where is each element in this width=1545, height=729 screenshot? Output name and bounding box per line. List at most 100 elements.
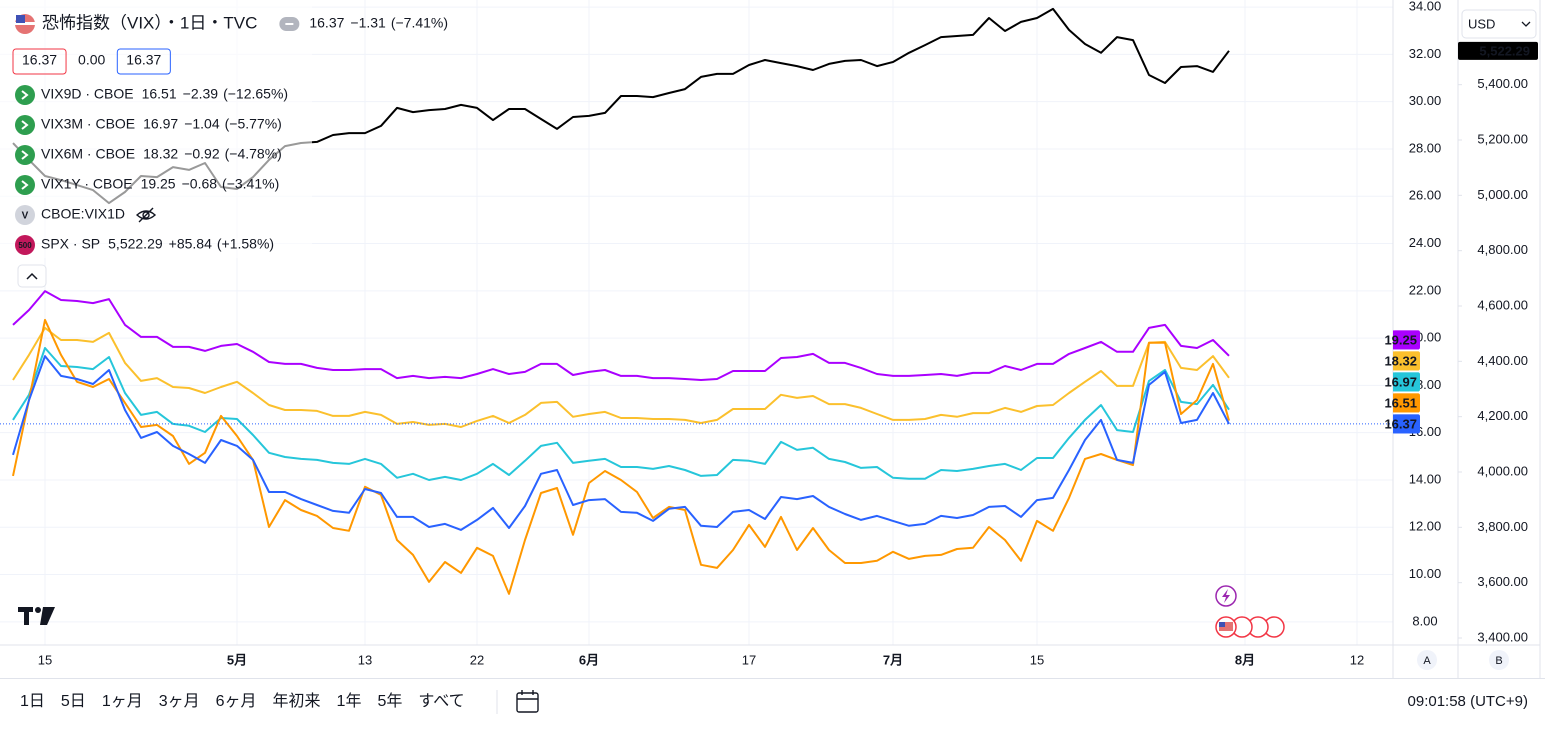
x-tick-label: 5月 — [227, 652, 247, 667]
y2-tick-label: 4,200.00 — [1477, 408, 1528, 423]
bid-box[interactable] — [12, 48, 67, 75]
y-tick-label: 14.00 — [1409, 471, 1442, 486]
y2-tick-label: 4,400.00 — [1477, 353, 1528, 368]
range-button[interactable]: 年初来 — [273, 692, 321, 710]
eye-off-icon[interactable] — [135, 207, 157, 223]
legend-change: −2.39 — [183, 86, 219, 102]
legend-name: VIX9D · CBOE — [41, 86, 134, 102]
y-tick-label: 12.00 — [1409, 519, 1442, 534]
price-badge-label: 19.25 — [1384, 332, 1417, 347]
price-badge-label: 16.37 — [1384, 416, 1417, 431]
eye-slash — [138, 207, 154, 223]
legend: 恐怖指数（VIX）・1日・TVC 16.37 −1.31 (−7.41%) 16.37 0… — [0, 0, 448, 258]
y-tick-label: 28.00 — [1409, 140, 1442, 155]
symbol-icon — [15, 85, 35, 105]
symbol-icon-label: V — [22, 211, 29, 222]
legend-value: 19.25 — [141, 176, 176, 192]
symbol-icon — [15, 235, 35, 255]
y-tick-label: 26.00 — [1409, 188, 1442, 203]
y-tick-label: 10.00 — [1409, 566, 1442, 581]
tv-logo — [18, 607, 55, 625]
calendar-icon[interactable] — [516, 690, 539, 713]
decor: USD 09:01:58 (UTC+9) — [0, 0, 1545, 714]
flag-stripe — [15, 22, 35, 25]
currency-dropdown[interactable] — [1461, 9, 1537, 39]
axes: 8.0010.0012.0014.0016.0018.0020.0022.002… — [38, 0, 1538, 670]
price-badge-body — [1393, 393, 1420, 413]
legend-name: SPX · SP — [41, 236, 100, 252]
y-tick-label: 8.00 — [1412, 613, 1437, 628]
price-badge-label: 5,522.29 — [1479, 43, 1530, 58]
y-tick-label: 22.00 — [1409, 282, 1442, 297]
y2-tick-label: 4,600.00 — [1477, 297, 1528, 312]
y2-tick-label: 4,800.00 — [1477, 242, 1528, 257]
legend-name: CBOE:VIX1D — [41, 206, 125, 222]
symbol-icon-label: 500 — [18, 241, 32, 250]
bid: 16.37 — [22, 52, 57, 68]
y-tick-label: 32.00 — [1409, 46, 1442, 61]
legend-change-pct: (+1.58%) — [217, 236, 274, 252]
range-button[interactable]: 1年 — [337, 692, 362, 710]
symbol-icon — [15, 115, 35, 135]
y2-tick-label: 5,400.00 — [1477, 76, 1528, 91]
legend-value: 18.32 — [143, 146, 178, 162]
y2-tick-label: 5,200.00 — [1477, 131, 1528, 146]
y2-tick-label: 3,400.00 — [1477, 629, 1528, 644]
range-button[interactable]: 3ヶ月 — [159, 693, 200, 710]
range-button[interactable]: 5日 — [61, 693, 86, 710]
range-button[interactable]: すべて — [418, 692, 464, 710]
series-line — [12, 326, 1230, 428]
ask: 16.37 — [126, 52, 161, 68]
eye-pupil — [142, 211, 150, 219]
legend-change: −0.92 — [184, 146, 220, 162]
symbol-icon — [15, 205, 35, 225]
x-tick-label: 12 — [1350, 652, 1364, 667]
x-tick-label: 15 — [1030, 652, 1044, 667]
x-tick-label: 7月 — [883, 652, 903, 667]
axis-button-label: A — [1423, 655, 1431, 667]
legend-change-pct: (−5.77%) — [225, 116, 282, 132]
axis-button[interactable] — [1417, 650, 1437, 670]
price-badge-body — [1393, 351, 1420, 371]
collapse-button[interactable] — [17, 264, 47, 288]
flag-icon — [15, 14, 35, 34]
y2-tick-label: 4,000.00 — [1477, 463, 1528, 478]
x-tick-label: 8月 — [1235, 652, 1255, 667]
flag-canton — [16, 15, 25, 23]
range-button[interactable]: 5年 — [377, 692, 402, 710]
legend-title: 恐怖指数（VIX）・1日・TVC — [42, 13, 257, 32]
price-badge-label: 16.51 — [1384, 395, 1417, 410]
legend-change: −0.68 — [182, 176, 218, 192]
price-badge-body — [1393, 414, 1420, 434]
legend-change-pct: (−7.41%) — [391, 15, 448, 31]
y2-tick-label: 5,000.00 — [1477, 187, 1528, 202]
axis-button-label: B — [1495, 655, 1502, 667]
price-badge-label: 16.97 — [1384, 374, 1417, 389]
range-button[interactable]: 1ヶ月 — [102, 693, 143, 710]
price-badge-label: 18.32 — [1384, 353, 1417, 368]
legend-name: VIX6M · CBOE — [41, 146, 135, 162]
range-button[interactable]: 1日 — [20, 693, 45, 710]
axis-button[interactable] — [1489, 650, 1509, 670]
x-tick-label: 6月 — [579, 652, 599, 667]
legend-value: 16.97 — [143, 116, 178, 132]
symbol-icon-mark — [21, 120, 29, 130]
x-tick-label: 22 — [470, 652, 484, 667]
symbol-icon-mark — [21, 90, 29, 100]
x-tick-label: 13 — [358, 652, 372, 667]
symbol-icon — [15, 145, 35, 165]
currency: USD — [1468, 16, 1495, 31]
spread: 0.00 — [78, 52, 105, 68]
legend-change-pct: (−3.41%) — [222, 176, 279, 192]
x-tick-label: 17 — [742, 652, 756, 667]
y-tick-label: 24.00 — [1409, 235, 1442, 250]
ask-box[interactable] — [116, 48, 171, 75]
legend-change: +85.84 — [169, 236, 212, 252]
range-button[interactable]: 6ヶ月 — [216, 693, 257, 710]
y2-tick-label: 3,800.00 — [1477, 519, 1528, 534]
legend-value: 5,522.29 — [108, 236, 163, 252]
legend-change-pct: (−4.78%) — [225, 146, 282, 162]
legend-value: 16.37 — [309, 15, 344, 31]
price-badge-body — [1393, 330, 1420, 350]
